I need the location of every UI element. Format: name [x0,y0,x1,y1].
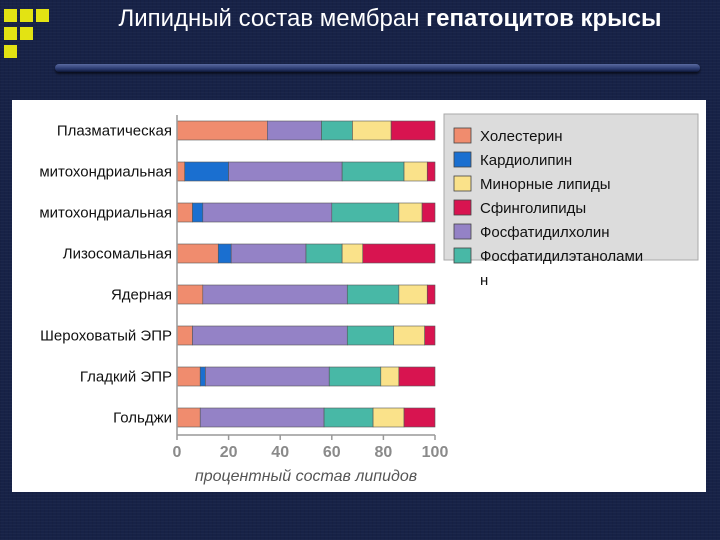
legend-label-wrap: н [480,272,488,289]
x-axis-label: процентный состав липидов [195,468,417,485]
deco-square [4,9,17,22]
bar-segment [176,366,201,387]
bar-segment [192,202,204,223]
deco-square [20,27,33,40]
slide-title-part2: гепатоцитов крысы [426,5,662,32]
bar-segment [230,243,307,264]
legend-swatch [453,175,472,192]
legend-label: Минорные липиды [480,176,611,193]
bar-segment [176,202,193,223]
category-label: Лизосомальная [63,246,172,263]
bar-segment [346,325,395,346]
bar-segment [228,161,343,182]
bar-segment [398,202,423,223]
legend-label: Фосфатидилэтанолами [480,248,643,265]
deco-square [36,9,49,22]
bar-segment [403,161,428,182]
x-tick-label: 100 [422,444,449,461]
deco-square [4,27,17,40]
legend-label: Холестерин [480,128,563,145]
bar-segment [393,325,425,346]
category-label: митохондриальная [39,164,172,181]
bar-segment [199,366,206,387]
bar-segment [328,366,382,387]
bar-segment [321,120,353,141]
bar-segment [331,202,400,223]
bar-segment [362,243,436,264]
bar-segment [202,284,348,305]
bar-segment [305,243,343,264]
bar-segment [176,120,268,141]
deco-square [20,9,33,22]
deco-square [4,45,17,58]
bar-segment [398,366,436,387]
legend-label: Кардиолипин [480,152,572,169]
bar-segment [426,284,436,305]
bar-segment [346,284,400,305]
legend-swatch [453,199,472,216]
bar-segment [341,161,405,182]
chart-panel: Плазматическая митохондриальная митохондри… [12,100,706,492]
bar-segment [176,243,219,264]
legend-swatch [453,223,472,240]
legend-swatch [453,247,472,264]
x-tick-label: 40 [271,444,289,461]
bar-segment [267,120,322,141]
category-label: Ядерная [111,287,172,304]
stacked-bar-chart: Плазматическая митохондриальная митохондри… [39,113,699,485]
bar-segment [403,407,436,428]
bar-segment [176,325,193,346]
bar-segment [176,407,201,428]
bar-segment [202,202,333,223]
legend-label: Фосфатидилхолин [480,224,610,241]
x-tick-label: 60 [323,444,341,461]
bar-segment [341,243,364,264]
title-divider [55,64,700,72]
category-label: Гладкий ЭПР [80,369,172,386]
legend-box [443,113,699,261]
bar-segment [380,366,400,387]
bar-segment [421,202,436,223]
x-tick-label: 0 [173,444,182,461]
bar-segment [352,120,392,141]
bar-segment [424,325,436,346]
bar-segment [176,284,204,305]
bar-segment [192,325,348,346]
x-tick-label: 20 [220,444,238,461]
x-tick-label: 80 [375,444,393,461]
slide-title-part1: Липидный состав мембран [118,5,427,32]
bar-segment [323,407,374,428]
bar-segment [426,161,436,182]
bar-segment [217,243,232,264]
category-label: Гольджи [113,410,172,427]
bar-segment [199,407,325,428]
category-label: Шероховатый ЭПР [40,328,172,345]
bar-segment [390,120,436,141]
legend-label: Сфинголипиды [480,200,586,217]
legend-swatch [453,127,472,144]
legend-swatch [453,151,472,168]
slide-title: Липидный состав мембран гепатоцитов крыс… [110,4,670,34]
category-label: Плазматическая [57,123,172,140]
bar-segment [176,161,186,182]
category-label: митохондриальная [39,205,172,222]
decorative-squares [0,0,80,70]
bar-segment [184,161,229,182]
bar-segment [372,407,405,428]
bar-segment [398,284,428,305]
bar-segment [205,366,330,387]
